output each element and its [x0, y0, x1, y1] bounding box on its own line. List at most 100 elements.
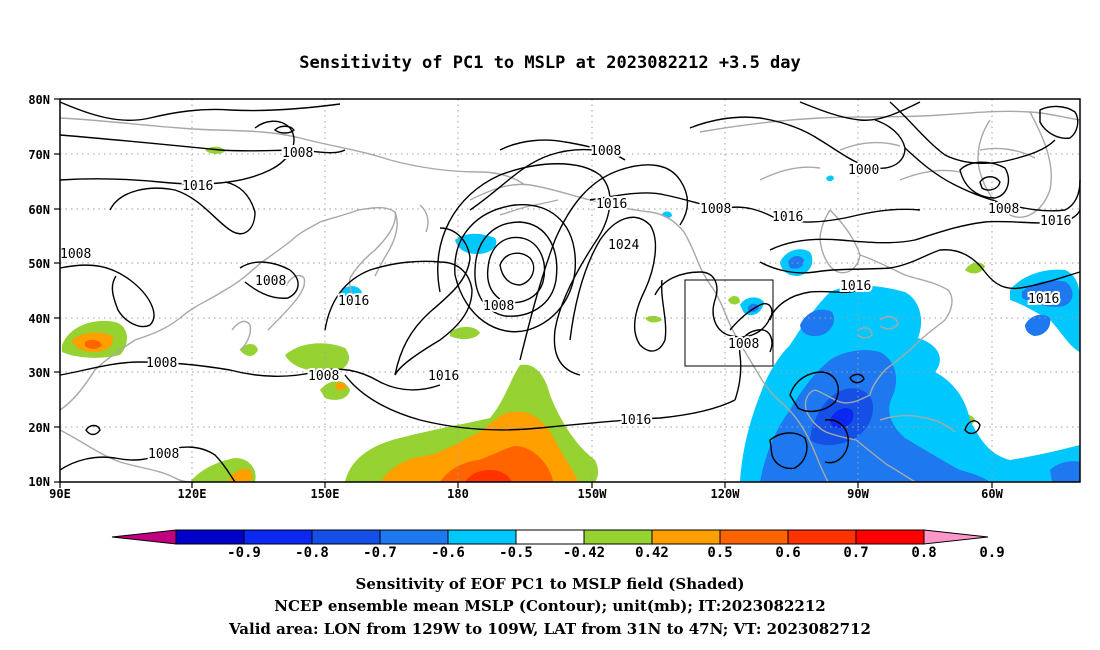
lat-label: 10N — [28, 475, 50, 489]
coastline-kamchatka — [374, 204, 429, 277]
contour-label: 1016 — [596, 197, 627, 212]
contour-label: 1016 — [840, 279, 871, 294]
coastline-asia-east — [59, 206, 397, 411]
contour-line — [569, 216, 667, 352]
contour-line — [469, 148, 626, 211]
colorbar-label: -0.5 — [499, 545, 533, 561]
contour-line — [654, 271, 861, 338]
shade-positive-indochina-orange — [228, 468, 253, 482]
contour-label: 1016 — [620, 413, 651, 428]
shade-negative-americas-mid — [760, 350, 990, 482]
contour-line — [759, 249, 1081, 290]
contour-line — [734, 329, 773, 401]
contour-line — [689, 116, 906, 169]
coastline-gulf-mexico — [804, 389, 871, 441]
colorbar-label: -0.7 — [363, 545, 397, 561]
colorbar — [111, 529, 989, 545]
coastlines — [59, 110, 1081, 483]
shade-negative-atlantic2-mid — [1025, 314, 1051, 336]
contour-labels: 1008 1008 1016 1008 1016 1008 1008 1016 … — [58, 142, 1073, 464]
lon-label: 120W — [711, 487, 741, 501]
coastline-alaska — [469, 183, 715, 291]
colorbar-swatch — [787, 529, 857, 545]
coastline-na-west — [713, 289, 829, 483]
footer-line-3: Valid area: LON from 129W to 109W, LAT f… — [228, 620, 871, 638]
lat-label: 80N — [28, 93, 50, 107]
contour-label: 1016 — [338, 294, 369, 309]
contour-line — [824, 419, 849, 464]
contour-label: 1008 — [728, 337, 759, 352]
lat-label: 40N — [28, 312, 50, 326]
colorbar-label: -0.9 — [227, 545, 261, 561]
contour-label: 1008 — [282, 146, 313, 161]
contour-line — [59, 361, 441, 391]
contour-line — [59, 120, 295, 185]
contour-line — [454, 204, 577, 333]
lon-label: 150E — [311, 487, 340, 501]
contour-line — [729, 303, 773, 331]
coastline-arctic-islands — [759, 141, 1036, 181]
map-title: Sensitivity of PC1 to MSLP at 2023082212… — [299, 53, 801, 73]
colorbar-swatch — [583, 529, 653, 545]
contour-line — [979, 176, 1001, 191]
colorbar-label: 0.8 — [911, 545, 936, 561]
colorbar-swatch — [243, 529, 313, 545]
contour-line — [849, 373, 865, 384]
contour-line — [789, 371, 839, 413]
latitude-labels: 80N 70N 60N 50N 40N 30N 20N 10N — [28, 93, 50, 489]
contour-line — [344, 374, 736, 431]
coastline-central-america — [855, 439, 916, 483]
map-panel: 1008 1008 1016 1008 1016 1008 1008 1016 … — [58, 98, 1081, 483]
valid-area-box — [684, 279, 774, 367]
figure-footer: Sensitivity of EOF PC1 to MSLP field (Sh… — [228, 575, 871, 638]
contour-label: 1016 — [1028, 292, 1059, 307]
lon-label: 90E — [49, 487, 71, 501]
contour-label: 1008 — [148, 447, 179, 462]
shade-negative-glakes-mid — [800, 309, 835, 337]
contour-line — [273, 125, 295, 134]
negative-sensitivity-shading — [340, 175, 1080, 482]
contour-label: 1008 — [146, 356, 177, 371]
contour-line — [394, 227, 471, 376]
lat-label: 70N — [28, 148, 50, 162]
mslp-contours — [59, 101, 1081, 483]
colorbar-swatch — [379, 529, 449, 545]
shade-negative-se-light — [985, 460, 1012, 480]
contour-line — [1039, 105, 1079, 139]
colorbar-labels: -0.9 -0.8 -0.7 -0.6 -0.5 -0.42 0.42 0.5 0.6 0.7 0.… — [227, 545, 1005, 561]
shade-positive-orange-spot — [335, 382, 346, 391]
coastline-great-lakes — [857, 315, 899, 339]
colorbar-label: -0.6 — [431, 545, 465, 561]
contour-label: 1008 — [483, 299, 514, 314]
lat-label: 30N — [28, 366, 50, 380]
contour-line — [799, 101, 921, 121]
map-frame — [59, 98, 1081, 483]
contour-line — [486, 236, 546, 304]
shade-positive-sea-green — [240, 344, 258, 356]
contour-label: 1016 — [428, 369, 459, 384]
colorbar-label: -0.42 — [563, 545, 605, 561]
contour-line — [769, 432, 808, 470]
shade-positive-pacific-darkorange — [440, 446, 553, 482]
colorbar-swatch — [855, 529, 925, 545]
colorbar-swatch — [923, 529, 989, 545]
contour-label: 1008 — [988, 202, 1019, 217]
contour-line — [499, 252, 535, 286]
colorbar-swatch — [515, 529, 585, 545]
colorbar-label: 0.5 — [707, 545, 732, 561]
contour-line — [109, 181, 256, 235]
coastline-greenland — [977, 111, 1052, 218]
shade-positive-mid-green — [645, 315, 662, 323]
coastline-caribbean — [879, 414, 956, 433]
colorbar-label: 0.9 — [979, 545, 1004, 561]
coastline-korea-japan — [231, 274, 306, 351]
lon-label: 120E — [178, 487, 207, 501]
shade-negative-pacific-light — [455, 233, 497, 254]
colorbar-label: 0.42 — [635, 545, 669, 561]
contour-line — [85, 424, 101, 436]
colorbar-swatch — [447, 529, 517, 545]
contour-label: 1008 — [308, 369, 339, 384]
shade-negative-americas-deep — [830, 408, 854, 428]
contour-label: 1016 — [772, 210, 803, 225]
